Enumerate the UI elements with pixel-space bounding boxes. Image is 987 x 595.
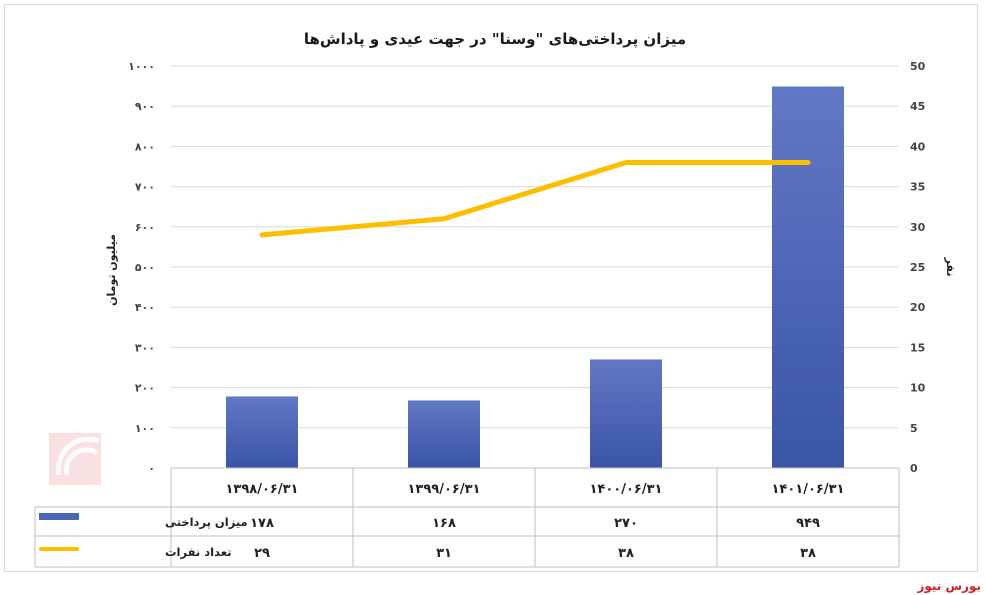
source-label: بورس نیوز bbox=[917, 579, 981, 593]
y-tick-label: ۷۰۰ bbox=[135, 181, 155, 194]
chart-title: میزان پرداختی‌های "وسنا" در جهت عیدی و پ… bbox=[304, 30, 686, 49]
y-axis-left: ۰ ۱۰۰ ۲۰۰ ۳۰۰ ۴۰۰ ۵۰۰ ۶۰۰ ۷۰۰ ۸۰۰ ۹۰۰ ۱۰۰۰ bbox=[128, 60, 155, 475]
bar bbox=[408, 400, 480, 468]
legend-label-line: تعداد نفرات bbox=[165, 545, 232, 559]
y2-tick-label: 10 bbox=[910, 382, 926, 395]
watermark-logo bbox=[49, 433, 101, 485]
data-label: ۳۸ bbox=[618, 546, 634, 561]
y-tick-label: ۱۰۰۰ bbox=[128, 60, 155, 73]
y-tick-label: ۴۰۰ bbox=[135, 301, 155, 314]
y-tick-label: ۶۰۰ bbox=[135, 221, 155, 234]
logo-arc bbox=[55, 436, 100, 476]
y2-tick-label: 40 bbox=[910, 140, 926, 153]
x-tick-label: ۱۴۰۱/۰۶/۳۱ bbox=[772, 482, 845, 497]
y-tick-label: ۱۰۰ bbox=[135, 422, 155, 435]
y2-tick-label: 0 bbox=[910, 462, 918, 475]
bar bbox=[772, 86, 844, 468]
bar-series bbox=[226, 86, 844, 468]
y2-tick-label: 30 bbox=[910, 221, 926, 234]
data-table: ۱۳۹۸/۰۶/۳۱ ۱۷۸ ۲۹ ۱۳۹۹/۰۶/۳۱ ۱۶۸ ۳۱ ۱۴۰۰/۰۶/۳۱… bbox=[34, 467, 900, 568]
bar bbox=[590, 359, 662, 468]
data-label: ۲۷۰ bbox=[614, 516, 638, 531]
y2-tick-label: 25 bbox=[910, 261, 925, 274]
y-tick-label: ۵۰۰ bbox=[135, 261, 155, 274]
chart-frame: میزان پرداختی‌های "وسنا" در جهت عیدی و پ… bbox=[4, 4, 978, 572]
y-tick-label: ۲۰۰ bbox=[135, 382, 155, 395]
y-tick-label: ۰ bbox=[148, 462, 155, 475]
legend-swatch-bar bbox=[39, 513, 79, 520]
y2-tick-label: 45 bbox=[910, 100, 925, 113]
y-axis-label: میلیون تومان bbox=[105, 234, 118, 306]
y-tick-label: ۸۰۰ bbox=[135, 140, 155, 153]
line-series bbox=[259, 159, 811, 238]
y2-tick-label: 35 bbox=[910, 181, 925, 194]
bar bbox=[226, 396, 298, 468]
logo-arc bbox=[63, 447, 99, 476]
data-label: ۲۹ bbox=[254, 546, 270, 561]
y-axis-right: 0 5 10 15 20 25 30 35 40 45 50 bbox=[910, 60, 926, 475]
y2-tick-label: 20 bbox=[910, 301, 926, 314]
data-label: ۳۸ bbox=[800, 546, 816, 561]
data-label: ۳۱ bbox=[436, 546, 452, 561]
y2-tick-label: 15 bbox=[910, 341, 925, 354]
y-tick-label: ۳۰۰ bbox=[135, 341, 155, 354]
data-label: ۹۴۹ bbox=[796, 516, 820, 531]
x-tick-label: ۱۴۰۰/۰۶/۳۱ bbox=[590, 482, 663, 497]
logo-box bbox=[49, 433, 101, 485]
data-label: ۱۷۸ bbox=[250, 516, 274, 531]
y2-axis-label: نفر bbox=[944, 257, 957, 277]
x-tick-label: ۱۳۹۹/۰۶/۳۱ bbox=[408, 482, 481, 497]
line-path bbox=[259, 159, 811, 238]
y2-tick-label: 5 bbox=[910, 422, 918, 435]
legend-label-bar: میزان پرداختی bbox=[165, 515, 248, 529]
y-tick-label: ۹۰۰ bbox=[135, 100, 155, 113]
legend-swatch-line bbox=[39, 547, 79, 551]
chart: میزان پرداختی‌های "وسنا" در جهت عیدی و پ… bbox=[34, 30, 957, 568]
data-label: ۱۶۸ bbox=[432, 516, 456, 531]
x-tick-label: ۱۳۹۸/۰۶/۳۱ bbox=[226, 482, 299, 497]
y2-tick-label: 50 bbox=[910, 60, 926, 73]
